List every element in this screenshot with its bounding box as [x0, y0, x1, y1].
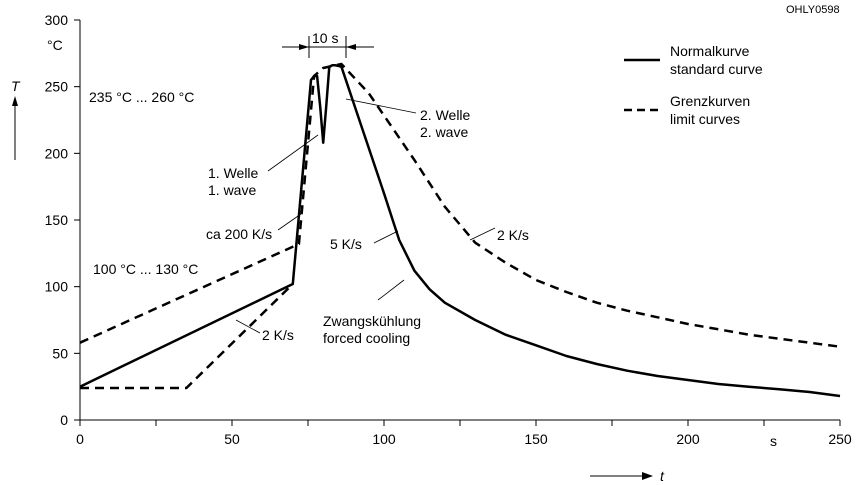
- cool-standard-leader: [373, 230, 399, 244]
- ramp-leader: [277, 213, 302, 231]
- y-axis-symbol: T: [11, 78, 21, 94]
- x-axis-arrow-head: [642, 472, 653, 480]
- cool-standard-label: 5 K/s: [330, 236, 362, 252]
- wave2-label-de: 2. Welle: [420, 107, 471, 123]
- x-tick-label: 100: [372, 431, 396, 447]
- legend-limit-en: limit curves: [670, 111, 740, 127]
- peak-range-label: 235 °C ... 260 °C: [89, 89, 194, 105]
- cool-limit-label: 2 K/s: [497, 227, 529, 243]
- y-tick-label: 250: [45, 79, 69, 95]
- wave1-leader: [267, 134, 319, 172]
- forced-label-de: Zwangskühlung: [323, 313, 421, 329]
- y-ticks: 0 50 100 150 200 250 300: [45, 12, 80, 428]
- x-tick-label: 0: [76, 431, 84, 447]
- x-ticks: 0 50 100 150 200 250: [76, 420, 852, 447]
- figure-id: OHLY0598: [786, 4, 840, 16]
- series-group: [79, 62, 841, 398]
- y-tick-label: 300: [45, 12, 69, 28]
- x-tick-label: 150: [524, 431, 548, 447]
- series-line-limit-2: [80, 283, 294, 390]
- y-tick-label: 150: [45, 212, 69, 228]
- y-tick-label: 100: [45, 279, 69, 295]
- y-tick-label: 0: [60, 412, 68, 428]
- x-axis-symbol: t: [660, 468, 665, 484]
- wave1-label-de: 1. Welle: [208, 165, 259, 181]
- series-line-limit-1: [79, 62, 841, 348]
- y-unit-label: °C: [47, 37, 63, 53]
- preheat-range-label: 100 °C ... 130 °C: [93, 261, 198, 277]
- y-tick-label: 50: [52, 345, 68, 361]
- forced-leader: [377, 279, 405, 301]
- legend-normal-de: Normalkurve: [670, 43, 750, 59]
- forced-label-en: forced cooling: [323, 330, 410, 346]
- x-unit-label: s: [770, 433, 777, 449]
- y-axis-arrow-head: [12, 96, 18, 106]
- dwell-arrow-right: [346, 44, 356, 50]
- x-tick-label: 50: [224, 431, 240, 447]
- x-tick-label: 200: [676, 431, 700, 447]
- wave2-label-en: 2. wave: [420, 124, 468, 140]
- legend-limit-de: Grenzkurven: [670, 93, 750, 109]
- cool-limit-leader: [469, 227, 496, 241]
- dwell-label: 10 s: [312, 30, 338, 46]
- series-line-standard: [79, 64, 841, 398]
- heat-limit-label: 2 K/s: [262, 327, 294, 343]
- y-tick-label: 200: [45, 145, 69, 161]
- x-tick-label: 250: [828, 431, 852, 447]
- heat-limit-leader: [235, 319, 261, 334]
- dwell-arrow-left: [299, 44, 309, 50]
- wave1-label-en: 1. wave: [208, 182, 256, 198]
- ramp-label: ca 200 K/s: [206, 226, 272, 242]
- wave2-leader: [345, 98, 417, 114]
- legend-normal-en: standard curve: [670, 61, 763, 77]
